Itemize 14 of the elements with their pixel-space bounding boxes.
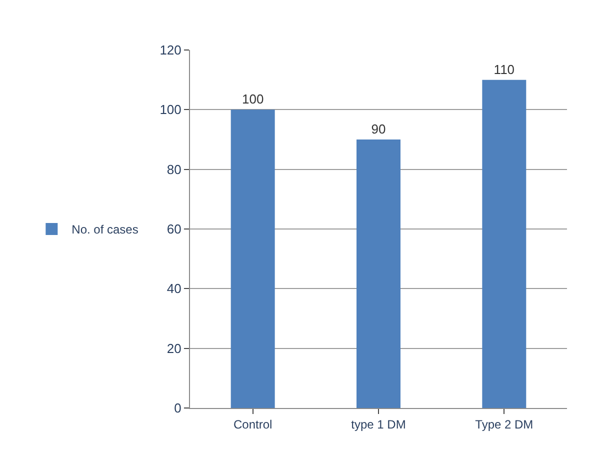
legend-label: No. of cases	[72, 222, 138, 237]
y-tick-label: 0	[174, 400, 182, 416]
y-tick-label: 40	[166, 281, 182, 296]
y-tick-label: 80	[166, 162, 182, 177]
x-tick-label: Type 2 DM	[475, 417, 534, 432]
data-label: 90	[371, 122, 386, 136]
data-label: 110	[494, 62, 515, 77]
x-tick-label: type 1 DM	[351, 417, 406, 432]
x-tick-label: Control	[233, 417, 272, 432]
y-tick-label: 120	[160, 42, 182, 58]
data-label: 100	[242, 92, 264, 107]
y-tick-label: 100	[160, 102, 182, 118]
y-tick-label: 20	[166, 340, 182, 356]
y-tick-label: 60	[166, 222, 182, 237]
